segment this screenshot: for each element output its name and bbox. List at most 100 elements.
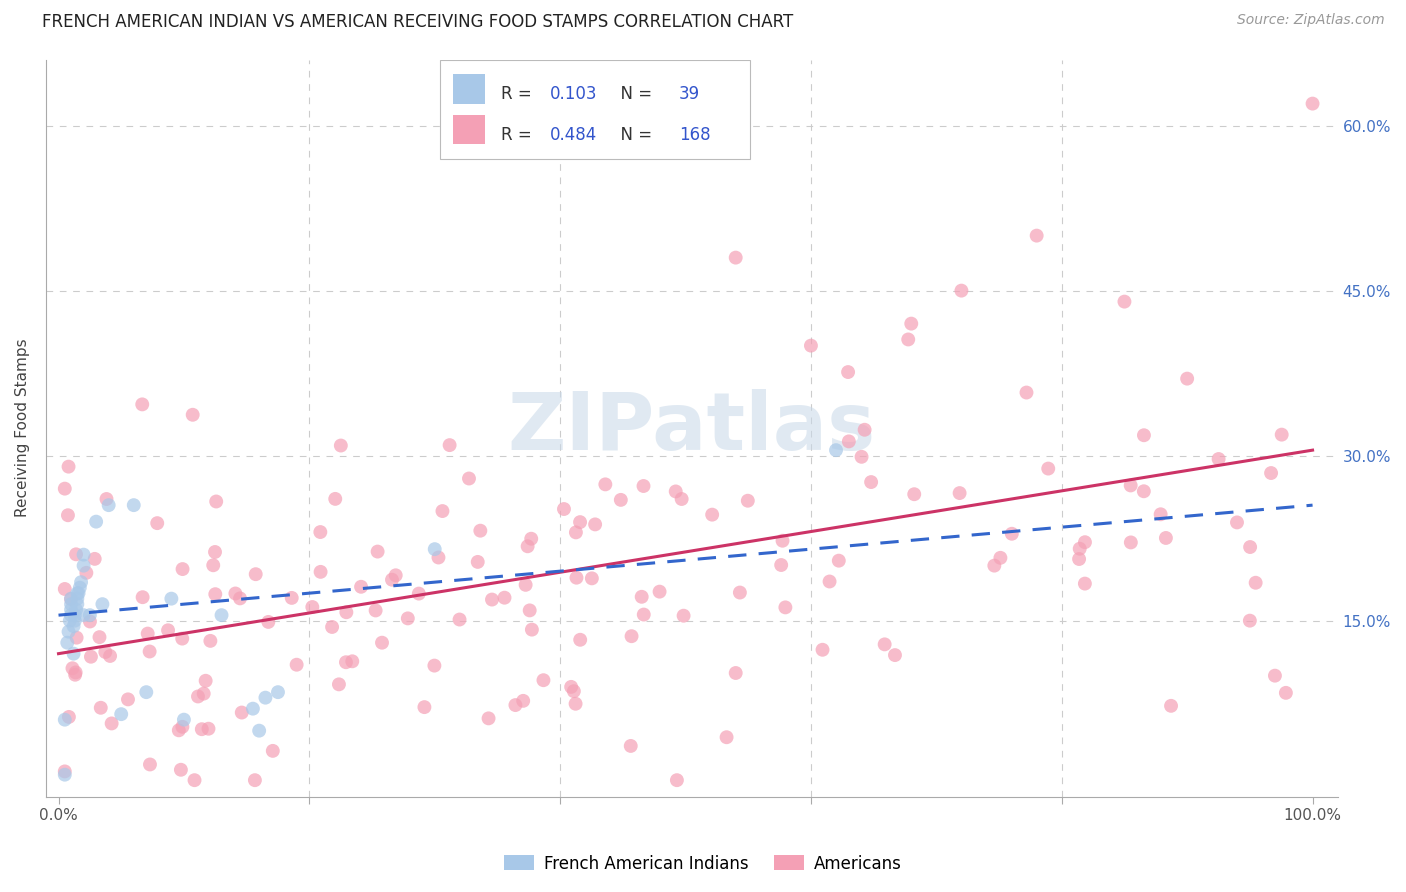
Point <box>432 504 454 518</box>
Point <box>204 545 226 559</box>
Point <box>90 700 112 714</box>
Point <box>1038 461 1060 475</box>
Point <box>772 533 794 548</box>
Point <box>70 575 93 590</box>
Point <box>63 608 86 623</box>
Text: R =: R = <box>501 85 537 103</box>
Point <box>131 590 153 604</box>
Point <box>520 532 543 546</box>
Point <box>860 475 883 489</box>
Point <box>1160 698 1182 713</box>
Point <box>477 711 499 725</box>
Point <box>900 317 922 331</box>
Point <box>309 565 332 579</box>
Point <box>581 571 603 585</box>
Point <box>321 620 343 634</box>
Point <box>243 773 266 788</box>
Point <box>80 649 103 664</box>
Point <box>384 568 406 582</box>
Point <box>1119 535 1142 549</box>
Text: 168: 168 <box>679 126 710 144</box>
Point <box>53 767 76 781</box>
Text: 39: 39 <box>679 85 700 103</box>
Point <box>671 491 693 506</box>
Point <box>1175 371 1198 385</box>
Point <box>665 773 688 788</box>
Text: N =: N = <box>610 85 658 103</box>
Point <box>65 602 87 616</box>
Point <box>172 562 194 576</box>
Point <box>728 585 751 599</box>
Point <box>69 581 91 595</box>
Point <box>350 580 373 594</box>
Point <box>620 629 643 643</box>
Point <box>328 677 350 691</box>
Point <box>172 632 194 646</box>
Point <box>262 744 284 758</box>
Point <box>564 697 586 711</box>
Point <box>724 665 747 680</box>
Point <box>53 713 76 727</box>
Point <box>60 597 83 611</box>
Point <box>53 764 76 779</box>
Point <box>66 586 89 600</box>
Point <box>63 614 86 628</box>
Point <box>439 438 461 452</box>
Point <box>364 603 387 617</box>
Point <box>1015 385 1038 400</box>
Point <box>367 544 389 558</box>
Point <box>470 524 492 538</box>
Point <box>62 647 84 661</box>
Point <box>724 251 747 265</box>
Point <box>146 516 169 530</box>
Point <box>79 615 101 629</box>
Point <box>562 684 585 698</box>
Point <box>257 615 280 629</box>
Point <box>1074 535 1097 549</box>
Point <box>515 578 537 592</box>
Point <box>335 605 357 619</box>
Point <box>467 555 489 569</box>
Point <box>200 633 222 648</box>
FancyBboxPatch shape <box>440 60 749 159</box>
Point <box>1133 484 1156 499</box>
Point <box>60 591 83 606</box>
Point <box>633 607 655 622</box>
Point <box>648 584 671 599</box>
Point <box>825 443 848 458</box>
Point <box>1260 466 1282 480</box>
Point <box>775 600 797 615</box>
Point <box>194 673 217 688</box>
Point <box>267 685 290 699</box>
Point <box>371 636 394 650</box>
Point <box>65 547 87 561</box>
Point <box>811 642 834 657</box>
Point <box>565 525 588 540</box>
Text: 0.103: 0.103 <box>550 85 598 103</box>
Point <box>838 434 860 449</box>
Point <box>62 619 84 633</box>
Point <box>91 597 114 611</box>
Point <box>66 591 89 606</box>
Point <box>170 763 193 777</box>
Point <box>516 539 538 553</box>
Point <box>131 397 153 411</box>
Point <box>231 706 253 720</box>
Point <box>413 700 436 714</box>
Point <box>323 491 346 506</box>
Point <box>202 558 225 573</box>
Text: 0.484: 0.484 <box>550 126 598 144</box>
Legend: French American Indians, Americans: French American Indians, Americans <box>498 848 908 880</box>
Point <box>211 608 233 623</box>
Text: FRENCH AMERICAN INDIAN VS AMERICAN RECEIVING FOOD STAMPS CORRELATION CHART: FRENCH AMERICAN INDIAN VS AMERICAN RECEI… <box>42 13 793 31</box>
Point <box>97 498 120 512</box>
Point <box>512 694 534 708</box>
Point <box>949 486 972 500</box>
Point <box>505 698 527 712</box>
Point <box>58 459 80 474</box>
Point <box>1114 294 1136 309</box>
Point <box>65 631 87 645</box>
Point <box>620 739 643 753</box>
Point <box>242 701 264 715</box>
Point <box>481 592 503 607</box>
